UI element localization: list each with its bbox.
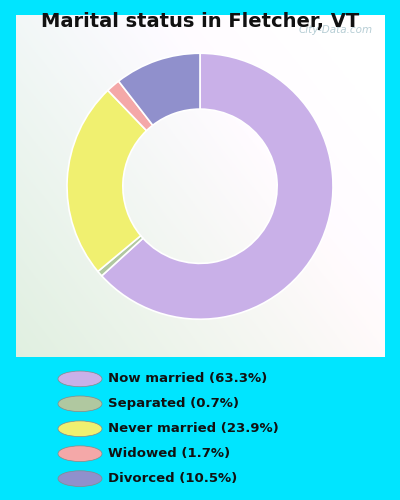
Wedge shape xyxy=(98,236,143,276)
Wedge shape xyxy=(102,53,333,319)
Text: Separated (0.7%): Separated (0.7%) xyxy=(108,398,239,410)
Text: Marital status in Fletcher, VT: Marital status in Fletcher, VT xyxy=(41,12,359,32)
Wedge shape xyxy=(67,90,146,272)
Text: Now married (63.3%): Now married (63.3%) xyxy=(108,372,267,386)
Circle shape xyxy=(58,471,102,486)
Text: City-Data.com: City-Data.com xyxy=(299,26,373,36)
Text: Never married (23.9%): Never married (23.9%) xyxy=(108,422,279,435)
Circle shape xyxy=(58,446,102,462)
Text: Divorced (10.5%): Divorced (10.5%) xyxy=(108,472,237,485)
Text: Widowed (1.7%): Widowed (1.7%) xyxy=(108,447,230,460)
Circle shape xyxy=(58,396,102,411)
Wedge shape xyxy=(108,81,153,130)
Circle shape xyxy=(58,371,102,386)
Wedge shape xyxy=(118,53,200,126)
Circle shape xyxy=(58,421,102,436)
